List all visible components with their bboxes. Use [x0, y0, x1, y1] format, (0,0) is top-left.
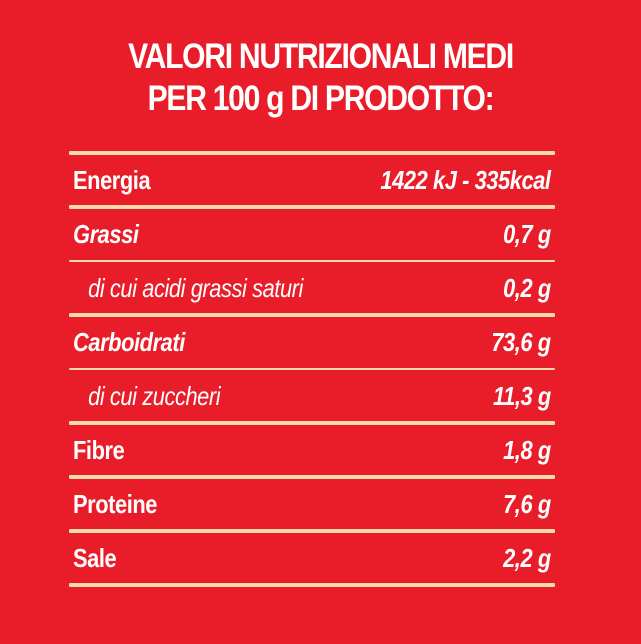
row-value: 0,2 g: [503, 272, 551, 303]
divider: [69, 421, 555, 425]
row-label: Grassi: [73, 218, 139, 249]
row-value: 2,2 g: [503, 542, 551, 573]
row-value: 1422 kJ - 335kcal: [380, 164, 552, 195]
row-value: 73,6 g: [491, 326, 552, 357]
divider-thin: [69, 260, 555, 262]
title-line-1: VALORI NUTRIZIONALI MEDI: [128, 37, 514, 76]
title-line-2: PER 100 g DI PRODOTTO:: [147, 79, 495, 118]
row-label: Carboidrati: [73, 326, 185, 357]
row-acidi-grassi-saturi: di cui acidi grassi saturi 0,2 g: [69, 263, 555, 313]
row-proteine: Proteine 7,6 g: [69, 479, 555, 529]
row-fibre: Fibre 1,8 g: [69, 425, 555, 475]
row-energia: Energia 1422 kJ - 335kcal: [69, 155, 555, 205]
row-label: Sale: [73, 542, 117, 573]
divider-bottom: [69, 583, 555, 587]
row-value: 0,7 g: [503, 218, 551, 249]
row-grassi: Grassi 0,7 g: [69, 209, 555, 259]
row-carboidrati: Carboidrati 73,6 g: [69, 317, 555, 367]
row-sale: Sale 2,2 g: [69, 533, 555, 583]
row-label: Fibre: [73, 434, 125, 465]
nutrition-table: Energia 1422 kJ - 335kcal Grassi 0,7 g d…: [69, 151, 555, 587]
divider-thin: [69, 368, 555, 370]
divider: [69, 529, 555, 533]
divider: [69, 475, 555, 479]
row-value: 11,3 g: [493, 380, 551, 411]
row-value: 7,6 g: [503, 488, 551, 519]
row-label: di cui acidi grassi saturi: [88, 272, 303, 303]
nutrition-title: VALORI NUTRIZIONALI MEDI PER 100 g DI PR…: [45, 36, 596, 120]
row-label: Proteine: [73, 488, 158, 519]
row-zuccheri: di cui zuccheri 11,3 g: [69, 371, 555, 421]
row-value: 1,8 g: [503, 434, 551, 465]
row-label: di cui zuccheri: [88, 380, 221, 411]
divider-top: [69, 151, 555, 155]
divider: [69, 313, 555, 317]
row-label: Energia: [73, 164, 151, 195]
divider: [69, 205, 555, 209]
